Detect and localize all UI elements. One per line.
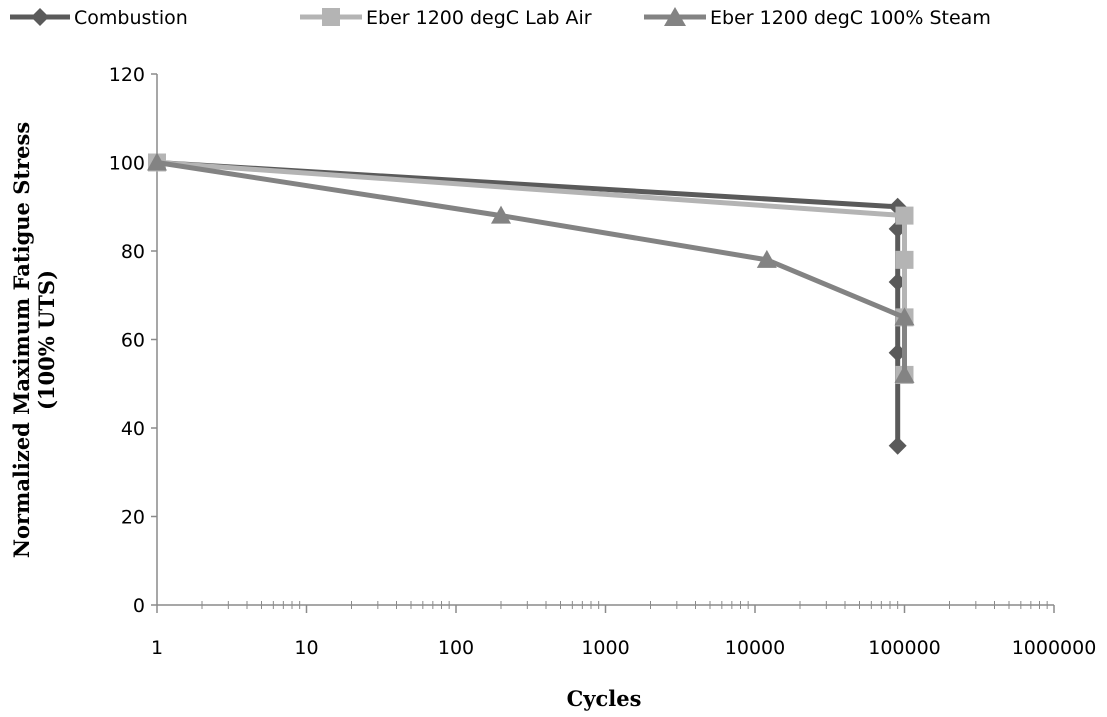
data-point-square <box>895 250 914 269</box>
x-tick-label: 1 <box>151 637 163 659</box>
legend-item-steam: Eber 1200 degC 100% Steam <box>644 7 991 29</box>
data-point-diamond <box>888 436 907 455</box>
y-axis-title-line-1: Normalized Maximum Fatigue Stress <box>9 122 34 558</box>
legend-marker-combustion <box>31 8 49 26</box>
legend-item-combustion: Combustion <box>10 7 188 29</box>
x-tick-label: 10000 <box>725 637 785 659</box>
y-tick-label: 20 <box>121 507 145 529</box>
series-line <box>156 160 907 375</box>
data-point-triangle <box>147 152 167 171</box>
data-point-triangle <box>491 205 512 224</box>
series-2 <box>148 153 914 384</box>
legend-marker-steam <box>664 7 686 26</box>
y-tick-label: 40 <box>121 418 145 440</box>
data-point-triangle <box>894 307 915 326</box>
x-tick-label: 10 <box>294 637 318 659</box>
series-group <box>147 152 915 455</box>
data-point-triangle <box>894 364 915 383</box>
legend: Combustion Eber 1200 degC Lab Air Eber 1… <box>10 7 991 29</box>
series-3 <box>147 152 915 383</box>
x-tick-label: 100 <box>438 637 474 659</box>
x-tick-label: 1000 <box>581 637 629 659</box>
y-tick-label: 80 <box>121 241 145 263</box>
y-tick-label: 0 <box>133 595 145 617</box>
legend-item-lab-air: Eber 1200 degC Lab Air <box>300 7 592 29</box>
y-tick-label: 60 <box>121 330 145 352</box>
y-axis-title: Normalized Maximum Fatigue Stress (100% … <box>9 122 59 558</box>
y-tick-label: 100 <box>109 153 145 175</box>
legend-label-steam: Eber 1200 degC 100% Steam <box>710 7 991 29</box>
data-point-square <box>895 206 914 225</box>
x-tick-label: 100000 <box>868 637 941 659</box>
series-1 <box>148 153 907 455</box>
x-axis-title: Cycles <box>567 686 642 711</box>
legend-label-combustion: Combustion <box>74 7 188 29</box>
x-tick-label: 1000000 <box>1012 637 1097 659</box>
y-axis-title-line-2: (100% UTS) <box>34 270 59 410</box>
legend-label-lab-air: Eber 1200 degC Lab Air <box>366 7 592 29</box>
data-point-triangle <box>756 249 777 268</box>
legend-marker-lab-air <box>322 8 340 26</box>
y-tick-label: 120 <box>109 64 145 86</box>
